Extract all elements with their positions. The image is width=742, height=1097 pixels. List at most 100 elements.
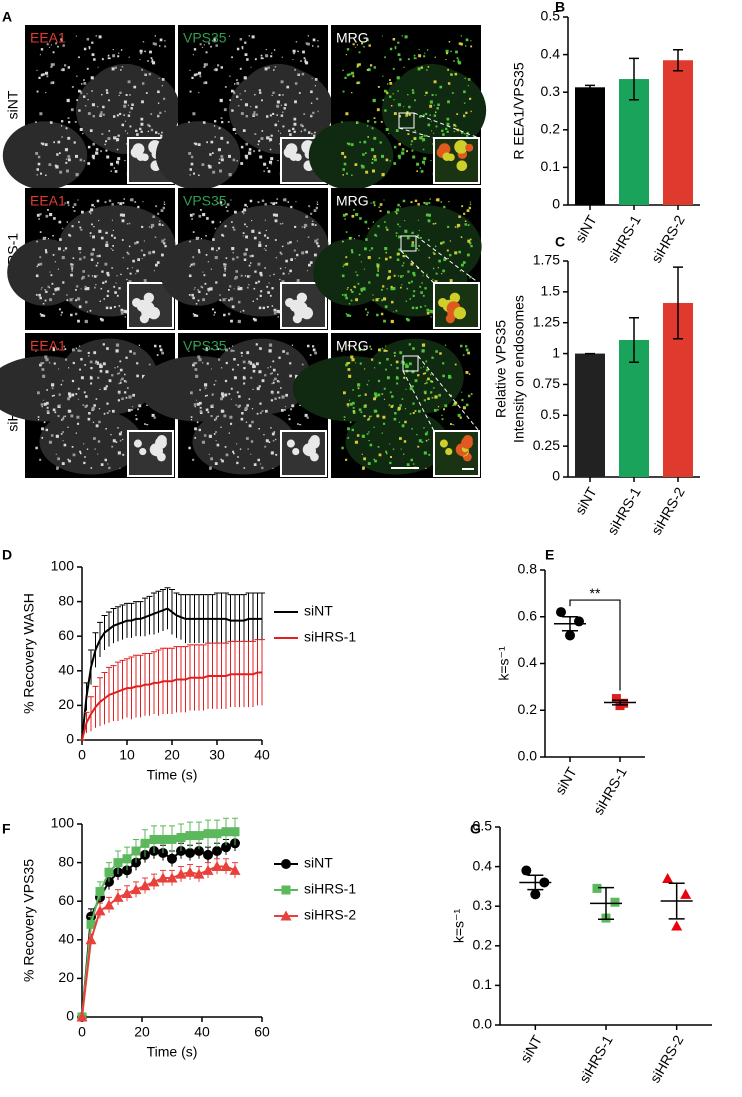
channel-label: EEA1 xyxy=(30,338,66,354)
x-tick-label: 10 xyxy=(119,747,135,763)
marker xyxy=(113,858,123,868)
marker xyxy=(131,846,141,856)
inset-blob xyxy=(155,437,167,449)
y-tick-label: 0.5 xyxy=(541,406,561,422)
y-tick-label: 1.25 xyxy=(533,313,560,329)
marker xyxy=(212,829,222,839)
inset-blob xyxy=(133,439,142,448)
marker xyxy=(157,872,169,883)
marker xyxy=(574,616,584,627)
roi-link xyxy=(413,112,480,139)
x-tick-label: siHRS-2 xyxy=(647,1032,687,1085)
channel-label: EEA1 xyxy=(30,30,66,46)
y-tick-label: 0.5 xyxy=(541,8,561,24)
y-axis-label: k=s⁻¹ xyxy=(496,646,512,681)
y-tick-label: 0.25 xyxy=(533,437,560,453)
marker xyxy=(86,919,96,929)
y-tick-label: 80 xyxy=(58,853,74,869)
x-axis-label: Time (s) xyxy=(147,1044,198,1060)
y-tick-label: 0.2 xyxy=(518,701,538,717)
panel-letter: F xyxy=(2,821,11,837)
y-tick-label: 0 xyxy=(552,468,560,484)
cell xyxy=(75,67,181,153)
marker xyxy=(130,884,142,895)
marker xyxy=(112,891,124,902)
error-bar xyxy=(673,266,683,340)
speckles xyxy=(188,343,318,469)
marker xyxy=(220,860,232,871)
inset-blob xyxy=(296,292,308,303)
y-tick-label: 20 xyxy=(58,969,74,985)
y-tick-label: 100 xyxy=(51,815,75,831)
cell xyxy=(308,121,394,190)
marker xyxy=(166,872,178,883)
y-axis-label: k=s⁻¹ xyxy=(451,909,467,944)
y-axis-label: Relative VPS35 xyxy=(493,320,509,418)
y-tick-label: 80 xyxy=(58,592,74,608)
legend-label: siHRS-1 xyxy=(304,881,356,897)
channel-label: VPS35 xyxy=(183,193,227,209)
marker xyxy=(203,849,213,860)
cell xyxy=(228,67,334,153)
inset-blob xyxy=(456,160,468,172)
marker xyxy=(194,846,204,857)
x-tick-label: siHRS-1 xyxy=(576,1032,616,1085)
panel-letter: C xyxy=(555,234,565,250)
inset-blob xyxy=(442,152,452,161)
inset-blob xyxy=(136,152,146,161)
roi-link xyxy=(400,250,435,284)
x-tick-label: siNT xyxy=(572,484,600,517)
y-tick-label: 0 xyxy=(66,731,74,747)
inset-blob xyxy=(449,292,461,303)
roi-box xyxy=(402,355,419,372)
x-tick-label: siHRS-1 xyxy=(590,764,630,817)
series-line xyxy=(81,607,262,741)
inset-blob xyxy=(454,140,468,154)
marker xyxy=(281,859,291,869)
legend-label: siNT xyxy=(304,603,333,619)
x-tick-label: siHRS-1 xyxy=(604,212,644,265)
speckles xyxy=(341,343,471,469)
inset-blob xyxy=(453,306,467,320)
legend-label: siHRS-1 xyxy=(304,629,356,645)
marker xyxy=(671,920,683,931)
channel-label: MRG xyxy=(336,338,369,354)
y-tick-label: 0.2 xyxy=(541,121,561,137)
x-tick-label: 0 xyxy=(78,747,86,763)
x-axis-label: Time (s) xyxy=(147,767,198,783)
legend-label: siHRS-2 xyxy=(304,907,356,923)
channel-label: VPS35 xyxy=(183,338,227,354)
legend-label: siNT xyxy=(304,855,333,871)
error-bar xyxy=(673,48,683,72)
y-tick-label: 0.0 xyxy=(518,748,538,764)
x-tick-label: siNT xyxy=(552,764,580,797)
channel-label: MRG xyxy=(336,193,369,209)
inset-blob xyxy=(143,292,155,303)
roi-link xyxy=(415,235,480,284)
series-line xyxy=(81,671,262,741)
speckles xyxy=(35,343,165,469)
y-tick-label: 0.4 xyxy=(473,857,493,873)
y-tick-label: 40 xyxy=(58,662,74,678)
x-tick-label: 20 xyxy=(164,747,180,763)
y-tick-label: 0.3 xyxy=(541,83,561,99)
significance-label: ** xyxy=(590,585,601,601)
marker xyxy=(176,833,186,843)
inset-blob xyxy=(139,447,147,456)
marker xyxy=(193,868,205,879)
y-tick-label: 0.3 xyxy=(473,897,493,913)
cell xyxy=(345,408,449,475)
inset-blob xyxy=(445,447,453,456)
x-tick-label: siHRS-1 xyxy=(604,484,644,537)
x-tick-label: 60 xyxy=(254,1024,270,1040)
roi-link xyxy=(417,355,480,432)
error-bar xyxy=(585,84,595,90)
marker xyxy=(184,866,196,877)
marker xyxy=(530,889,541,900)
sem-bar xyxy=(612,699,628,706)
marker xyxy=(521,865,532,876)
x-tick-label: siHRS-2 xyxy=(648,484,688,537)
marker xyxy=(95,887,105,897)
x-tick-label: siNT xyxy=(517,1032,545,1065)
x-tick-label: 20 xyxy=(134,1024,150,1040)
